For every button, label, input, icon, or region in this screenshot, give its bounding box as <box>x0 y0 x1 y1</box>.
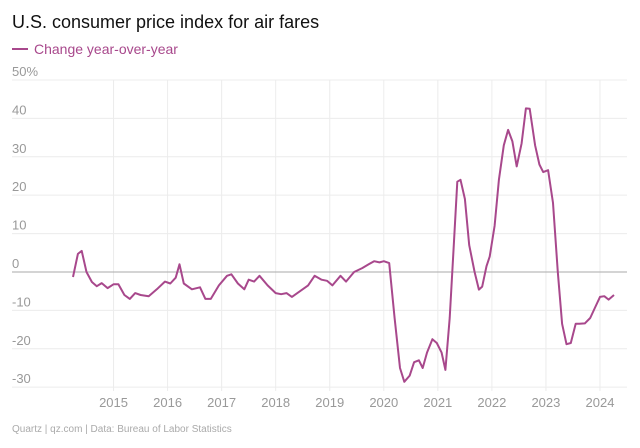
chart-title: U.S. consumer price index for air fares <box>12 12 319 32</box>
x-tick-label: 2017 <box>207 395 236 410</box>
y-tick-label: -30 <box>12 371 31 386</box>
series-line <box>72 107 615 383</box>
x-tick-label: 2024 <box>586 395 615 410</box>
y-tick-label: 0 <box>12 256 19 271</box>
legend-label: Change year-over-year <box>34 41 178 57</box>
y-tick-label: 20 <box>12 179 26 194</box>
x-tick-label: 2023 <box>531 395 560 410</box>
y-tick-label: 40 <box>12 102 26 117</box>
y-tick-label: -10 <box>12 294 31 309</box>
source: Quartz | qz.com | Data: Bureau of Labor … <box>12 424 232 435</box>
x-tick-label: 2018 <box>261 395 290 410</box>
y-tick-label: 30 <box>12 141 26 156</box>
y-tick-label: -20 <box>12 333 31 348</box>
y-tick-label: 10 <box>12 218 26 233</box>
x-tick-label: 2016 <box>153 395 182 410</box>
x-tick-label: 2022 <box>477 395 506 410</box>
x-tick-label: 2021 <box>423 395 452 410</box>
x-tick-label: 2019 <box>315 395 344 410</box>
x-tick-label: 2020 <box>369 395 398 410</box>
x-tick-label: 2015 <box>99 395 128 410</box>
y-tick-label: 50% <box>12 64 38 79</box>
